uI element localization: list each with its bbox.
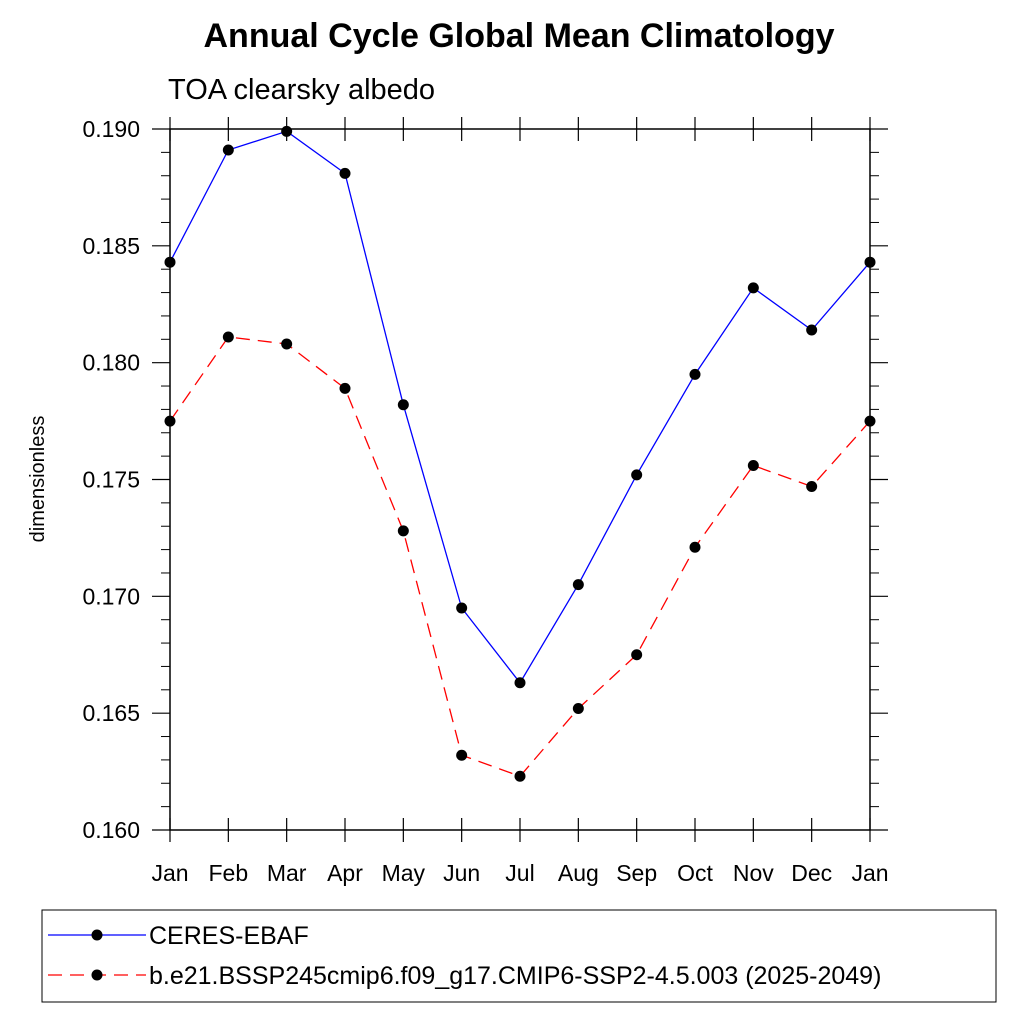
y-tick-label: 0.175 <box>82 467 140 493</box>
data-point <box>456 749 468 761</box>
data-point <box>397 525 409 537</box>
data-point <box>164 415 176 427</box>
x-tick-label: Jan <box>151 860 188 886</box>
series-group <box>164 125 876 782</box>
y-tick-labels: 0.160 0.165 0.170 0.175 0.180 0.185 0.190 <box>82 116 140 843</box>
data-point <box>397 399 409 411</box>
data-point <box>747 282 759 294</box>
y-tick-label: 0.160 <box>82 817 140 843</box>
data-point <box>281 338 293 350</box>
plot-frame <box>169 128 871 831</box>
data-point <box>747 459 759 471</box>
y-tick-label: 0.165 <box>82 700 140 726</box>
legend-marker <box>91 969 103 981</box>
data-point <box>339 382 351 394</box>
x-tick-label: Mar <box>267 860 307 886</box>
data-point <box>222 331 234 343</box>
data-point <box>806 324 818 336</box>
y-tick-label: 0.190 <box>82 116 140 142</box>
data-point <box>572 702 584 714</box>
data-point <box>339 167 351 179</box>
x-tick-label: Oct <box>677 860 713 886</box>
data-point <box>631 469 643 481</box>
data-point <box>281 125 293 137</box>
x-tick-label: Dec <box>791 860 832 886</box>
y-axis-label: dimensionless <box>27 416 49 543</box>
data-point <box>164 256 176 268</box>
y-tick-label: 0.170 <box>82 583 140 609</box>
x-tick-label: Aug <box>558 860 599 886</box>
data-point <box>689 368 701 380</box>
series-line-1 <box>169 130 871 684</box>
data-point <box>514 677 526 689</box>
legend-box <box>41 909 997 1003</box>
axis-ticks <box>152 117 888 842</box>
data-point <box>806 481 818 493</box>
x-tick-label: Sep <box>616 860 657 886</box>
chart-subtitle: TOA clearsky albedo <box>168 74 435 106</box>
data-point <box>864 415 876 427</box>
y-tick-label: 0.180 <box>82 350 140 376</box>
x-tick-label: Jul <box>505 860 534 886</box>
legend: CERES-EBAF b.e21.BSSP245cmip6.f09_g17.CMI… <box>48 922 881 990</box>
data-point <box>456 602 468 614</box>
data-point <box>864 256 876 268</box>
x-tick-label: Nov <box>733 860 774 886</box>
x-tick-label: Jun <box>443 860 480 886</box>
y-tick-label: 0.185 <box>82 233 140 259</box>
x-tick-labels: Jan Feb Mar Apr May Jun Jul Aug Sep Oct Nov Dec Jan <box>151 860 888 886</box>
data-point <box>631 649 643 661</box>
data-point <box>572 579 584 591</box>
x-tick-label: Apr <box>327 860 363 886</box>
data-point <box>222 144 234 156</box>
chart-title: Annual Cycle Global Mean Climatology <box>204 17 835 55</box>
data-point <box>689 541 701 553</box>
data-point <box>514 770 526 782</box>
series-line-2 <box>169 336 871 778</box>
legend-label-2: b.e21.BSSP245cmip6.f09_g17.CMIP6-SSP2-4.… <box>149 962 881 990</box>
legend-label-1: CERES-EBAF <box>149 922 309 950</box>
x-tick-label: May <box>382 860 426 886</box>
x-tick-label: Jan <box>851 860 888 886</box>
x-tick-label: Feb <box>209 860 249 886</box>
legend-marker <box>91 929 103 941</box>
